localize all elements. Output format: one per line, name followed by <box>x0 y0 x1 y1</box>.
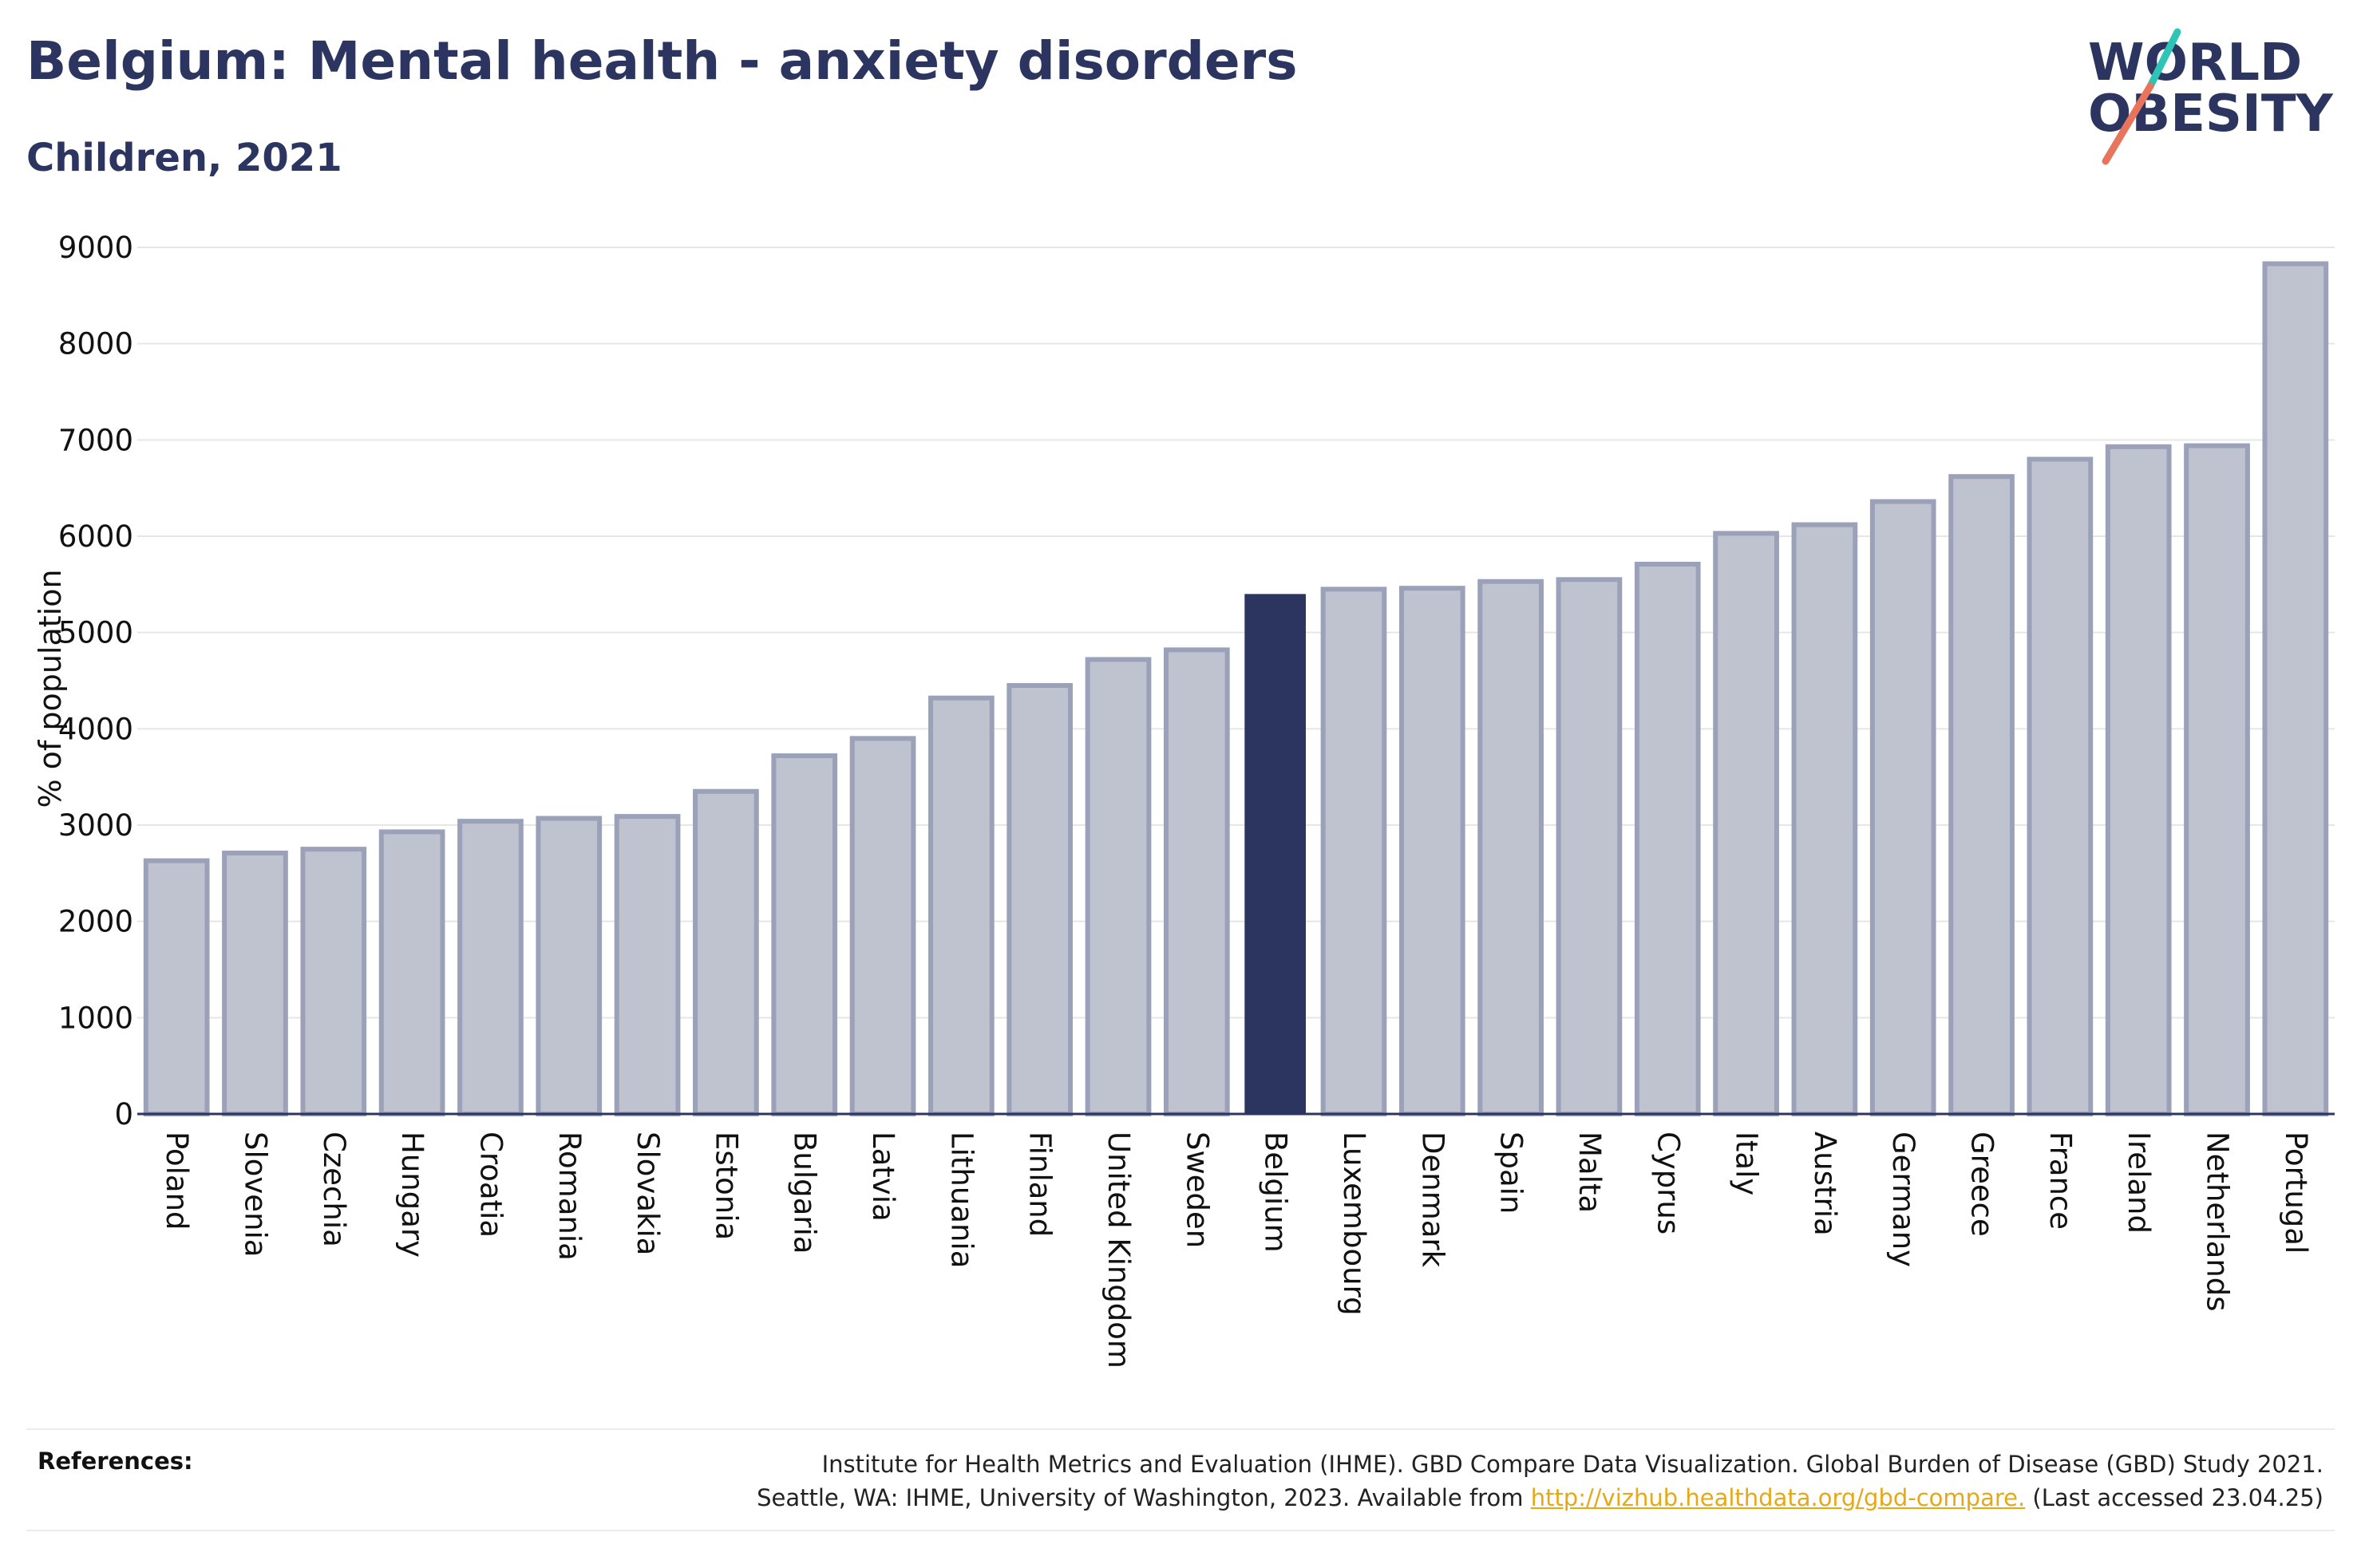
y-tick-label: 9000 <box>58 231 133 265</box>
y-axis-title: % of population <box>33 569 68 808</box>
x-tick-label: Estonia <box>709 1132 743 1240</box>
references-label: References: <box>38 1448 193 1475</box>
x-tick-label: Spain <box>1494 1132 1529 1214</box>
bar <box>536 816 603 1116</box>
references-text: Institute for Health Metrics and Evaluat… <box>757 1448 2323 1515</box>
x-tick-label: Portugal <box>2279 1132 2313 1254</box>
x-tick-label: Greece <box>1965 1132 1999 1237</box>
bar <box>1085 657 1152 1116</box>
references-line-2-prefix: Seattle, WA: IHME, University of Washing… <box>757 1484 1531 1511</box>
x-tick-label: Croatia <box>473 1132 508 1238</box>
x-tick-label: Ireland <box>2122 1132 2156 1234</box>
x-tick-label: United Kingdom <box>1101 1132 1136 1369</box>
page-title: Belgium: Mental health - anxiety disorde… <box>26 30 1298 92</box>
x-tick-label: Denmark <box>1415 1132 1449 1268</box>
bar <box>300 847 367 1116</box>
x-tick-label: Czechia <box>317 1132 351 1247</box>
bar <box>771 753 838 1116</box>
references-line-2: Seattle, WA: IHME, University of Washing… <box>757 1481 2323 1515</box>
bar <box>2184 443 2250 1116</box>
x-tick-label: Romania <box>552 1132 587 1261</box>
bar <box>1791 522 1858 1116</box>
x-tick-label: Austria <box>1808 1132 1842 1236</box>
y-tick-label: 4000 <box>58 712 133 746</box>
bar <box>378 829 445 1116</box>
bar <box>1948 474 2015 1116</box>
y-tick-label: 0 <box>114 1097 133 1132</box>
logo-slash-teal <box>2146 28 2181 90</box>
x-tick-label: Malta <box>1572 1132 1607 1213</box>
x-tick-label: Bulgaria <box>788 1132 822 1254</box>
bar <box>1477 579 1544 1116</box>
references-link[interactable]: http://vizhub.healthdata.org/gbd-compare… <box>1530 1484 2026 1511</box>
bar <box>1556 577 1623 1116</box>
x-tick-label: Lithuania <box>944 1132 979 1268</box>
world-obesity-logo: WORLD OBESITY <box>2088 28 2333 165</box>
x-tick-label: Slovakia <box>631 1132 665 1255</box>
x-tick-label: Cyprus <box>1651 1132 1685 1234</box>
page-subtitle: Children, 2021 <box>26 136 342 180</box>
x-tick-label: Sweden <box>1180 1132 1214 1248</box>
y-tick-label: 7000 <box>58 423 133 457</box>
bar <box>1006 683 1074 1116</box>
logo-word-obesity: OBESITY <box>2088 85 2333 144</box>
bar <box>2027 456 2094 1116</box>
references-box: References: Institute for Health Metrics… <box>26 1428 2335 1531</box>
y-tick-label: 5000 <box>58 616 133 650</box>
bar <box>1320 587 1387 1116</box>
bar <box>1634 561 1701 1116</box>
x-tick-label: Belgium <box>1259 1132 1293 1253</box>
y-tick-labels: 0 1000 2000 3000 4000 5000 6000 7000 8000 9000 <box>58 231 133 1132</box>
x-tick-label: Luxembourg <box>1337 1132 1371 1316</box>
x-tick-label: Germany <box>1886 1132 1920 1267</box>
x-tick-label: Finland <box>1023 1132 1058 1237</box>
x-tick-labels: Poland Slovenia Czechia Hungary Croatia Roman… <box>160 1132 2313 1369</box>
x-tick-label: Poland <box>160 1132 194 1230</box>
x-tick-label: Slovenia <box>238 1132 272 1257</box>
bar <box>2262 261 2329 1117</box>
bars <box>143 261 2329 1117</box>
x-tick-label: France <box>2043 1132 2078 1230</box>
x-tick-label: Netherlands <box>2201 1132 2235 1312</box>
x-tick-label: Hungary <box>395 1132 429 1258</box>
x-tick-label: Italy <box>1730 1132 1764 1195</box>
y-tick-label: 2000 <box>58 905 133 939</box>
references-line-2-suffix: (Last accessed 23.04.25) <box>2025 1484 2323 1511</box>
bar <box>928 695 995 1116</box>
bar-highlight <box>1244 594 1307 1114</box>
y-tick-label: 3000 <box>58 808 133 843</box>
y-tick-label: 1000 <box>58 1001 133 1035</box>
bar <box>693 788 759 1116</box>
y-tick-label: 6000 <box>58 519 133 554</box>
bar <box>849 736 916 1117</box>
logo-slash-coral <box>2102 82 2154 165</box>
bar-chart: 0 1000 2000 3000 4000 5000 6000 7000 8000 9000 Po… <box>33 231 2335 1369</box>
bar <box>1163 647 1230 1116</box>
y-tick-label: 8000 <box>58 327 133 361</box>
bar <box>1713 531 1779 1116</box>
bar <box>1398 586 1465 1116</box>
bar <box>222 850 288 1116</box>
bar <box>457 819 524 1116</box>
logo-word-world: WORLD <box>2088 34 2302 93</box>
bar <box>143 858 210 1116</box>
references-line-1: Institute for Health Metrics and Evaluat… <box>821 1451 2323 1478</box>
bar <box>2105 444 2172 1116</box>
bar <box>1869 499 1936 1116</box>
bar <box>614 814 681 1116</box>
x-tick-label: Latvia <box>866 1132 900 1222</box>
